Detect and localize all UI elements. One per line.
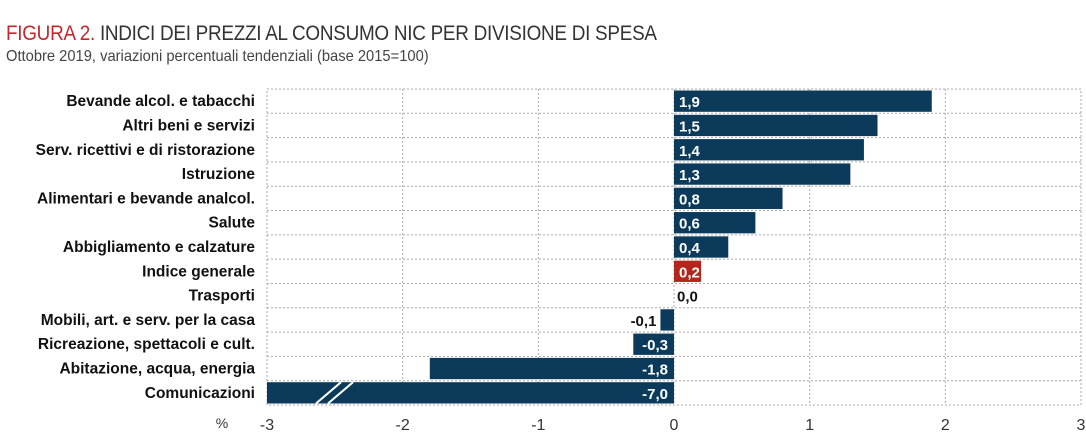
bar — [633, 333, 674, 355]
axis-break-mark — [315, 381, 342, 405]
figure-number: FIGURA 2. — [6, 22, 95, 45]
data-label: 1,4 — [679, 143, 701, 160]
category-label: Comunicazioni — [145, 385, 255, 402]
data-label: 0,4 — [679, 240, 701, 257]
category-label: Abbigliamento e calzature — [63, 239, 255, 256]
category-label: Ricreazione, spettacoli e cult. — [38, 336, 255, 353]
data-label: 0,8 — [679, 191, 700, 208]
category-label: Istruzione — [182, 166, 256, 183]
category-label: Indice generale — [142, 263, 255, 280]
bar — [267, 382, 674, 404]
x-tick-label: -3 — [260, 417, 274, 434]
category-label: Altri beni e servizi — [122, 117, 255, 134]
bar — [674, 260, 702, 282]
x-tick-label: 3 — [1077, 417, 1086, 434]
bar — [674, 139, 864, 161]
chart-title: FIGURA 2. INDICI DEI PREZZI AL CONSUMO N… — [6, 22, 657, 46]
bar — [674, 212, 756, 234]
category-label: Trasporti — [189, 288, 255, 305]
data-label: 1,5 — [679, 118, 700, 135]
x-tick-label: -2 — [396, 417, 410, 434]
data-label: -1,8 — [642, 362, 668, 379]
bar — [674, 163, 851, 185]
x-tick-label: 0 — [670, 417, 679, 434]
plot-border — [266, 88, 1082, 406]
title-text: INDICI DEI PREZZI AL CONSUMO NIC PER DIV… — [99, 22, 657, 45]
category-label: Salute — [208, 215, 255, 232]
x-tick-label: -1 — [531, 417, 545, 434]
bar — [660, 309, 674, 331]
data-label: 1,3 — [679, 167, 700, 184]
bar — [674, 236, 729, 258]
x-tick-label: 2 — [941, 417, 950, 434]
data-label: 0,6 — [679, 216, 700, 233]
bar — [674, 114, 878, 137]
category-label: Alimentari e bevande analcol. — [37, 190, 255, 207]
x-axis-unit: % — [216, 415, 228, 431]
category-label: Mobili, art. e serv. per la casa — [41, 312, 256, 329]
data-label: 0,2 — [679, 264, 700, 281]
bar — [674, 187, 783, 210]
data-label: 1,9 — [679, 94, 700, 111]
bar — [674, 90, 932, 112]
data-label: -0,3 — [642, 337, 668, 354]
axis-break-mark — [327, 381, 354, 405]
bar — [429, 357, 674, 380]
x-tick-label: 1 — [805, 417, 814, 434]
category-label: Abitazione, acqua, energia — [59, 361, 255, 378]
data-label: -7,0 — [642, 386, 668, 403]
category-label: Serv. ricettivi e di ristorazione — [36, 142, 256, 159]
data-label: 0,0 — [677, 289, 698, 306]
chart-subtitle: Ottobre 2019, variazioni percentuali ten… — [6, 48, 429, 65]
category-label: Bevande alcol. e tabacchi — [66, 93, 255, 110]
data-label: -0,1 — [631, 313, 657, 330]
